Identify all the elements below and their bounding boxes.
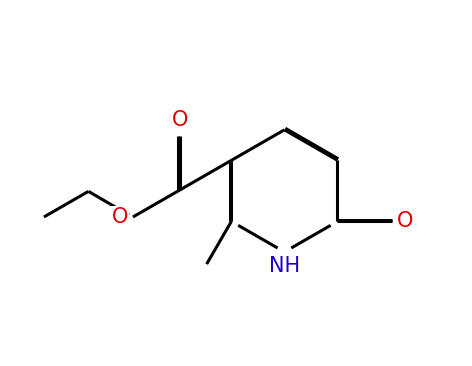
Text: O: O [111, 207, 128, 227]
Text: O: O [172, 110, 188, 130]
Text: O: O [397, 212, 413, 231]
Text: NH: NH [269, 256, 300, 276]
